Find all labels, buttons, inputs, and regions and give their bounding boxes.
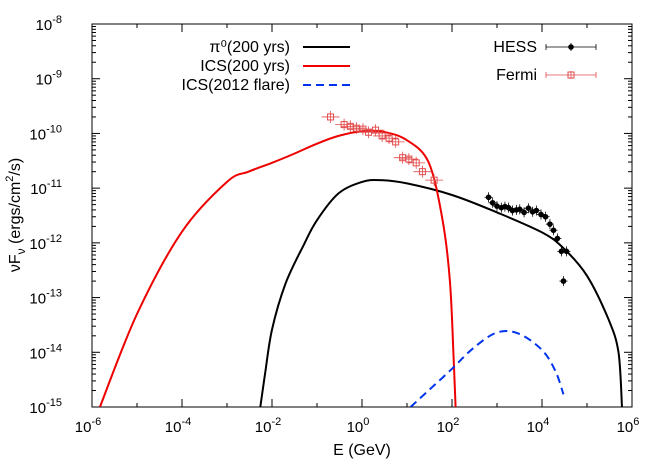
hess-point (505, 204, 512, 211)
hess-point (485, 194, 492, 201)
legend-label: ICS(2012 flare) (182, 77, 291, 94)
y-tick-label: 10-9 (36, 69, 62, 89)
y-tick-exponent: -14 (46, 342, 62, 354)
y-title-sup: 2 (4, 176, 16, 182)
x-tick-label: 102 (437, 416, 460, 436)
x-tick-exponent: 2 (453, 416, 459, 428)
hess-point (533, 207, 540, 214)
x-tick-label: 104 (527, 416, 550, 436)
hess-point (542, 213, 549, 220)
y-title-unit: (ergs/cm (7, 182, 24, 249)
hess-point (560, 278, 567, 284)
fermi-point (327, 113, 335, 121)
y-title-unit-end: /s) (7, 158, 24, 176)
fermi-point (378, 132, 386, 140)
legend-marker (568, 44, 574, 50)
axis-ticks (91, 23, 633, 408)
plot-frame (91, 23, 633, 408)
fermi-point (352, 124, 360, 132)
hess-point (550, 227, 557, 234)
y-tick-exponent: -9 (52, 69, 62, 81)
curves (98, 129, 623, 407)
legend-marker (567, 71, 575, 79)
x-tick-exponent: -4 (181, 416, 191, 428)
fermi-point (365, 128, 373, 136)
x-tick-label: 10-4 (165, 416, 191, 436)
x-tick-exponent: 4 (543, 416, 549, 428)
legend-label: π⁰(200 yrs) (209, 39, 290, 56)
y-title-sub: ν (14, 248, 28, 254)
hess-point (554, 235, 561, 242)
legend-label: Fermi (496, 67, 537, 84)
hess-point (489, 199, 496, 206)
y-tick-exponent: -15 (46, 397, 62, 409)
y-tick-label: 10-15 (29, 397, 62, 417)
hess-point (563, 248, 570, 255)
y-tick-label: 10-14 (29, 342, 62, 362)
y-tick-exponent: -10 (46, 123, 62, 135)
x-tick-exponent: -2 (271, 416, 281, 428)
x-tick-exponent: -6 (91, 416, 101, 428)
y-tick-exponent: -8 (52, 14, 62, 26)
hess-point (538, 211, 544, 218)
fermi-point (430, 176, 438, 184)
y-tick-exponent: -11 (47, 178, 62, 190)
hess-point (521, 209, 527, 216)
series-ics-2012-flare-line (409, 330, 565, 407)
y-tick-label: 10-13 (29, 288, 62, 308)
x-tick-label: 10-6 (75, 416, 101, 436)
fermi-point (385, 134, 393, 142)
y-tick-label: 10-11 (30, 178, 62, 198)
y-tick-label: 10-12 (29, 233, 62, 253)
x-tick-label: 10-2 (255, 416, 281, 436)
legend-label: HESS (493, 39, 537, 56)
y-tick-label: 10-10 (29, 123, 62, 143)
x-tick-exponent: 6 (633, 416, 639, 428)
fermi-point (372, 126, 380, 134)
hess-point (547, 221, 553, 227)
data-points (321, 110, 571, 287)
legend-label: ICS(200 yrs) (200, 58, 290, 75)
y-title-main: νF (7, 254, 24, 272)
fermi-point (392, 138, 400, 146)
series-ics-200-yrs-line (98, 129, 457, 407)
x-tick-label: 100 (347, 416, 370, 436)
fermi-point (418, 168, 426, 176)
y-tick-label: 10-8 (36, 14, 62, 34)
x-axis-title: E (GeV) (333, 442, 391, 459)
x-tick-exponent: 0 (363, 416, 369, 428)
series-200-yrs-line (259, 178, 623, 407)
fermi-point (405, 155, 413, 163)
y-tick-exponent: -13 (46, 288, 62, 300)
hess-point (516, 206, 523, 213)
hess-point (558, 248, 565, 255)
fermi-point (412, 159, 420, 167)
hess-point (525, 205, 532, 211)
legend: π⁰(200 yrs) ICS(200 yrs) ICS(2012 flare) HE… (182, 39, 597, 94)
y-axis-title: νFν (ergs/cm2/s) (4, 158, 28, 272)
y-tick-exponent: -12 (46, 233, 62, 245)
x-tick-label: 106 (617, 416, 640, 436)
